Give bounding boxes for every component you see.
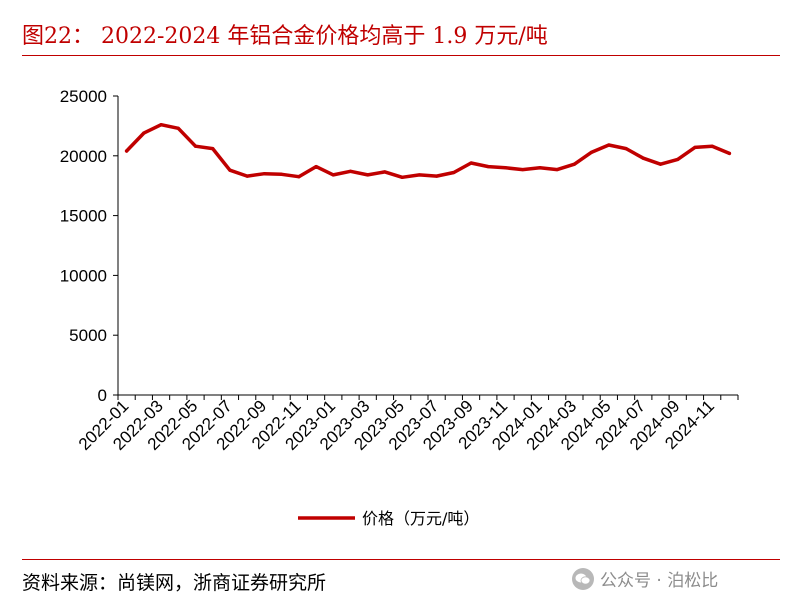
data-point <box>572 162 576 166</box>
data-point <box>641 156 645 160</box>
wechat-icon <box>572 567 594 590</box>
data-point <box>314 164 318 169</box>
data-point <box>417 173 421 177</box>
data-point <box>727 151 731 156</box>
data-point <box>538 166 542 170</box>
data-point <box>503 166 508 170</box>
data-point <box>262 172 266 176</box>
y-tick-label: 15000 <box>60 207 107 226</box>
data-point <box>452 170 456 175</box>
data-point <box>400 175 404 179</box>
y-tick-label: 0 <box>98 386 107 405</box>
watermark-text: 公众号 · 泊松比 <box>600 571 719 591</box>
data-point <box>435 174 439 178</box>
data-point <box>245 174 249 178</box>
data-point <box>142 131 146 135</box>
data-point <box>607 143 611 147</box>
data-point <box>383 170 387 174</box>
data-point <box>710 144 714 148</box>
data-point <box>297 175 301 179</box>
legend-label: 价格（万元/吨） <box>362 509 479 528</box>
series-line <box>124 122 732 180</box>
source-note: 资料来源：尚镁网，浙商证券研究所 <box>22 572 327 594</box>
data-point <box>331 173 335 177</box>
y-tick-label: 10000 <box>60 266 107 285</box>
data-point <box>624 147 628 151</box>
y-tick-label: 20000 <box>60 147 107 166</box>
data-point <box>590 150 594 154</box>
data-point <box>486 164 490 169</box>
figure-title: 图22： 2022-2024 年铝合金价格均高于 1.9 万元/吨 <box>22 24 548 49</box>
data-point <box>159 123 163 127</box>
data-point <box>469 161 473 165</box>
data-point <box>348 169 353 173</box>
data-point <box>676 157 680 161</box>
data-point <box>658 162 663 166</box>
data-point <box>228 168 232 172</box>
watermark: 公众号 · 泊松比 <box>572 566 718 591</box>
data-point <box>366 173 370 177</box>
y-tick-label: 5000 <box>69 326 107 345</box>
data-point <box>280 172 284 176</box>
line-chart: 05000100001500020000250002022-012022-032… <box>60 87 739 528</box>
data-point <box>176 126 180 130</box>
data-point <box>521 167 525 172</box>
y-tick-label: 25000 <box>60 87 107 106</box>
data-point <box>693 145 697 150</box>
data-point <box>555 167 559 172</box>
data-point <box>125 149 129 153</box>
data-point <box>211 147 215 151</box>
footer-divider <box>22 559 780 560</box>
data-point <box>193 144 198 148</box>
title-divider <box>22 55 780 56</box>
